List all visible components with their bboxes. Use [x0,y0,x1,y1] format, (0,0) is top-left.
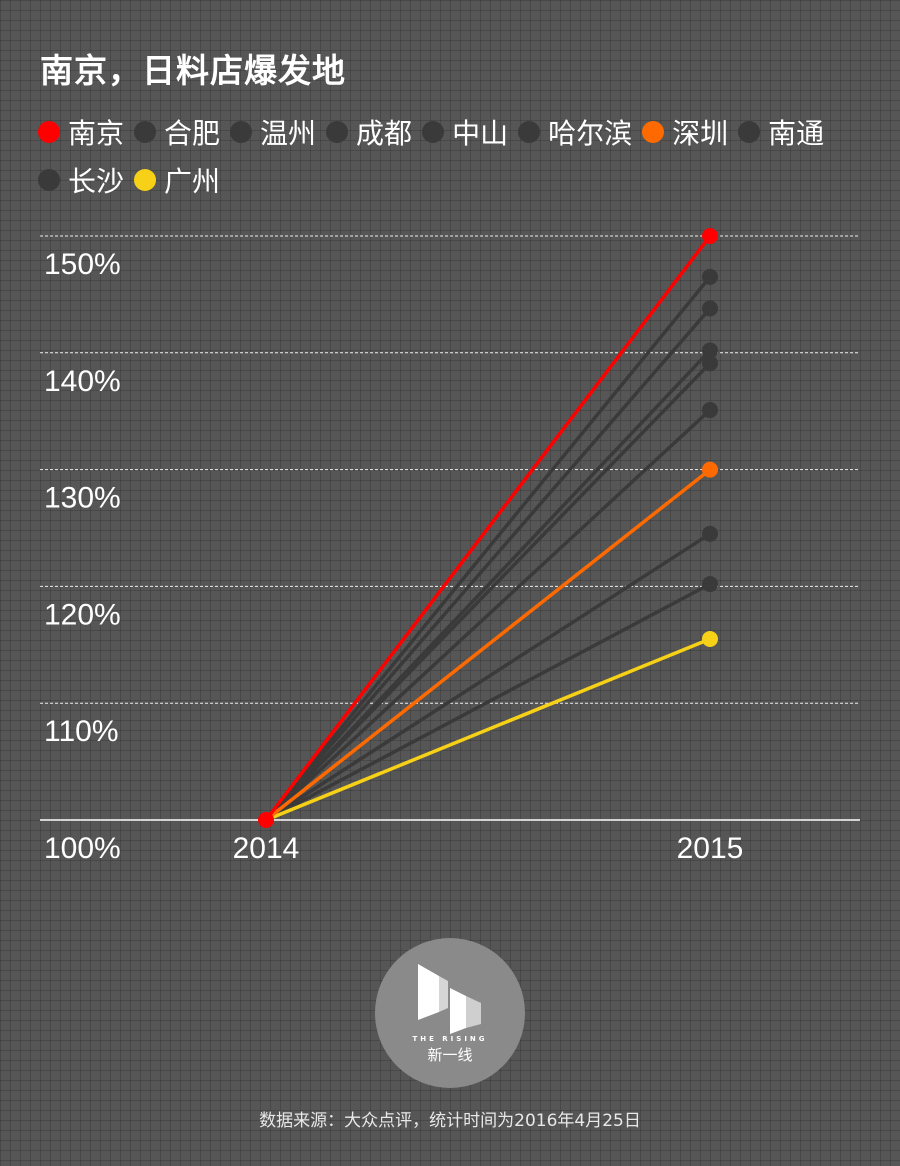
series-line [264,532,712,822]
legend: 南京 合肥 温州 成都 中山 哈尔滨 深圳 南通长沙 广州 [38,114,878,198]
start-data-point [258,812,274,828]
legend-item: 南京 [38,114,124,150]
y-tick-label: 130% [44,482,121,515]
series-line [264,234,712,822]
legend-dot-icon [738,121,761,143]
data-point [702,525,718,542]
data-point [702,402,718,419]
data-point [702,355,718,372]
legend-item: 中山 [422,114,508,150]
legend-item: 深圳 [642,114,728,150]
logo-chinese-text: 新一线 [427,1046,473,1064]
x-tick-label: 2014 [233,832,300,865]
legend-dot-icon [326,121,349,143]
legend-dot-icon [422,121,445,143]
data-point [702,268,718,285]
series-line [264,408,712,822]
legend-label: 合肥 [164,117,221,150]
legend-dot-icon [134,169,157,191]
legend-label: 中山 [452,117,509,150]
data-point [702,300,718,317]
legend-label: 哈尔滨 [548,117,633,150]
legend-item: 成都 [326,114,412,150]
legend-label: 南通 [768,117,825,150]
legend-label: 深圳 [672,117,729,150]
data-point [702,228,718,244]
legend-dot-icon [38,169,60,191]
data-point [702,630,718,647]
y-tick-label: 120% [44,598,121,631]
series-line [264,467,712,822]
legend-item: 温州 [230,114,316,150]
series-line [264,637,712,822]
legend-item: 广州 [134,162,220,198]
data-point [702,461,718,478]
legend-dot-icon [38,121,60,143]
legend-label: 南京 [68,117,125,150]
source-footnote: 数据来源：大众点评，统计时间为2016年4月25日 [259,1111,641,1131]
legend-item: 南通 [738,114,824,150]
x-tick-label: 2015 [677,832,744,865]
logo: THE RISING 新一线 [375,938,525,1088]
y-tick-label: 140% [44,365,121,398]
series-line [264,348,712,822]
legend-dot-icon [518,121,541,143]
legend-label: 广州 [164,165,221,198]
chart-title: 南京，日料店爆发地 [40,51,346,90]
data-point [702,576,718,593]
y-tick-label: 100% [44,832,121,865]
y-tick-label: 110% [44,715,119,748]
legend-item: 哈尔滨 [518,114,632,150]
y-tick-label: 150% [44,248,121,281]
legend-dot-icon [230,121,253,143]
line-chart: 100% 110% 120% 130% 140% 150% 2014 2015 [40,228,860,865]
legend-dot-icon [642,121,665,143]
legend-label: 成都 [356,117,413,150]
series-line [264,306,712,822]
logo-english-text: THE RISING [412,1035,488,1043]
building-logo-icon [418,964,481,1034]
series-line [264,275,712,822]
data-point [702,342,718,359]
legend-label: 长沙 [68,165,125,198]
series-line [264,582,712,822]
legend-item: 合肥 [134,114,220,150]
legend-label: 温州 [260,117,317,150]
legend-dot-icon [134,121,157,143]
legend-item: 长沙 [38,162,124,198]
